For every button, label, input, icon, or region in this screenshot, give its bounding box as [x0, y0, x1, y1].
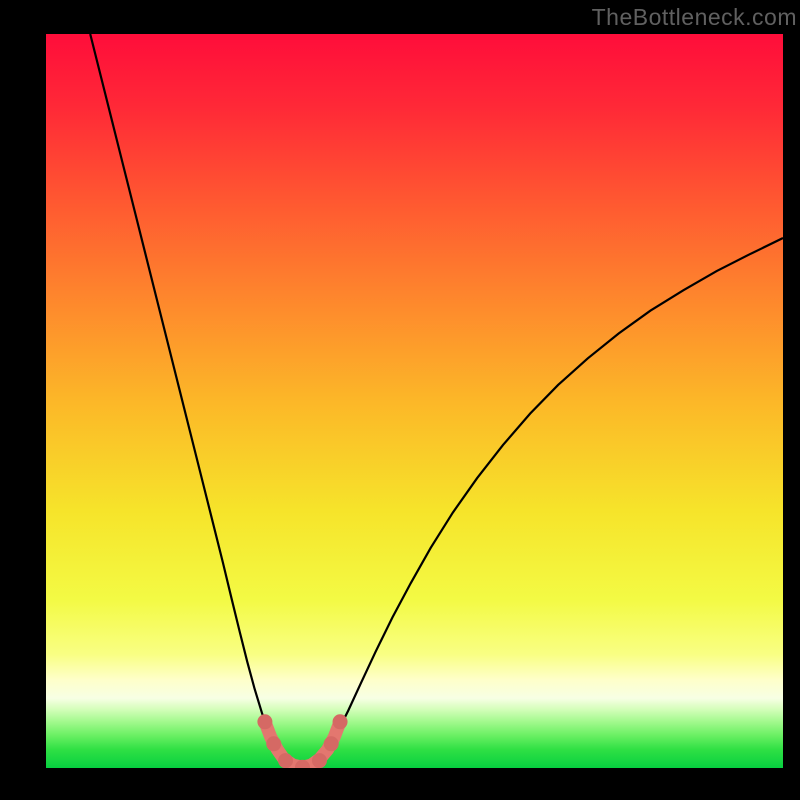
optimal-range-dot [312, 753, 327, 768]
bottleneck-chart [46, 34, 783, 768]
optimal-range-dot [257, 714, 272, 729]
chart-background [46, 34, 783, 768]
optimal-range-dot [278, 753, 293, 768]
optimal-range-dot [324, 736, 339, 751]
optimal-range-dot [333, 714, 348, 729]
watermark-text: TheBottleneck.com [592, 4, 797, 31]
chart-svg [46, 34, 783, 768]
optimal-range-dot [266, 736, 281, 751]
